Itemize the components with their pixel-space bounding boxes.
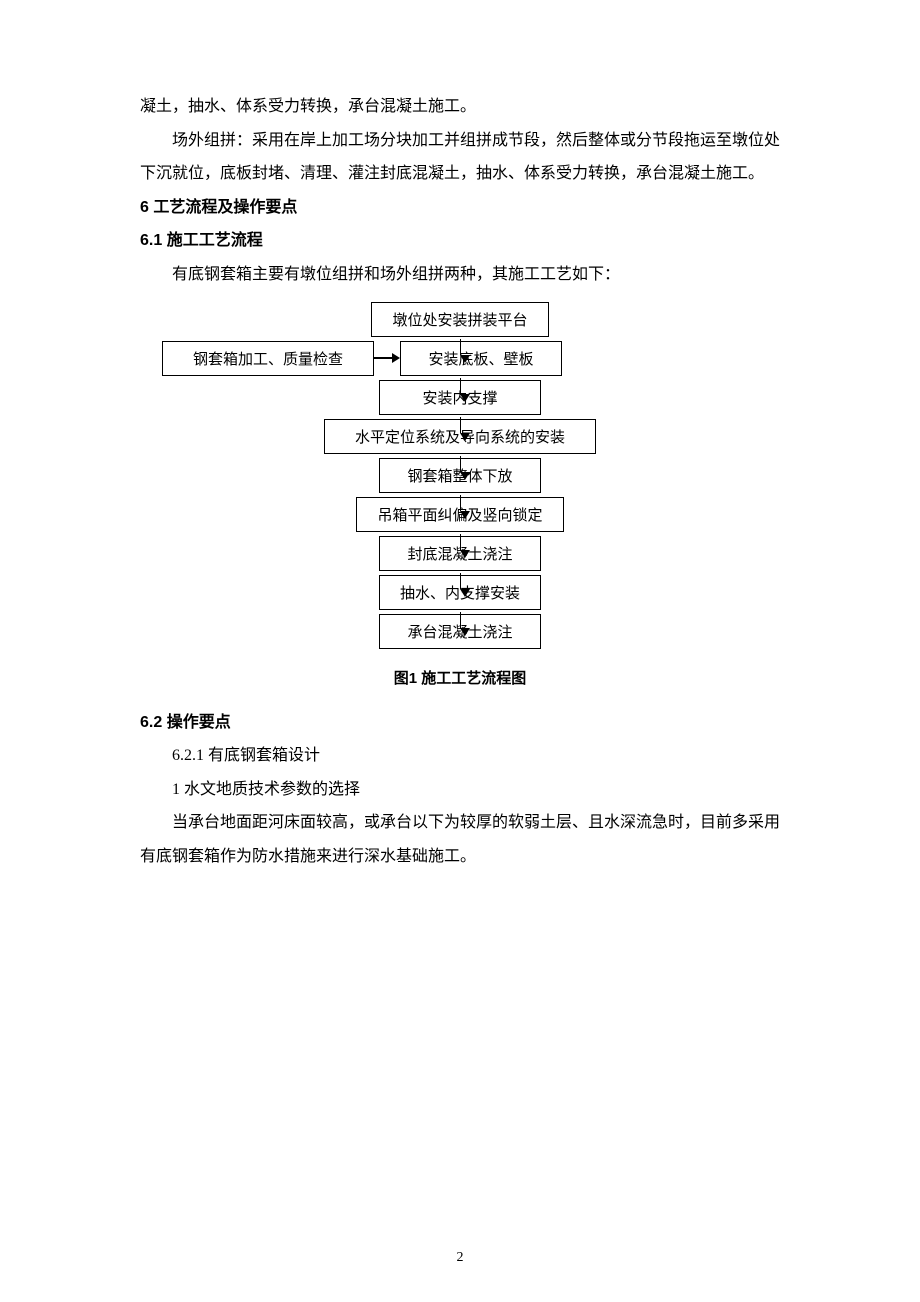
flow-node-1: 安装底板、壁板 bbox=[400, 341, 562, 376]
paragraph-item-1: 1 水文地质技术参数的选择 bbox=[140, 773, 780, 807]
flowchart-container: 墩位处安装拼装平台 钢套箱加工、质量检查 安装底板、壁板 安装内支撑 水平定位系… bbox=[140, 302, 780, 649]
document-page: 凝土，抽水、体系受力转换，承台混凝土施工。 场外组拼：采用在岸上加工场分块加工并… bbox=[0, 0, 920, 1302]
paragraph-flow-intro: 有底钢套箱主要有墩位组拼和场外组拼两种，其施工工艺如下： bbox=[140, 258, 780, 292]
flow-node-0: 墩位处安装拼装平台 bbox=[371, 302, 548, 337]
figure-caption: 图1 施工工艺流程图 bbox=[140, 667, 780, 688]
paragraph-continuation: 凝土，抽水、体系受力转换，承台混凝土施工。 bbox=[140, 90, 780, 124]
arrow-right-icon bbox=[374, 358, 400, 359]
flow-row-0: 墩位处安装拼装平台 bbox=[371, 302, 548, 337]
paragraph-6-2-1: 6.2.1 有底钢套箱设计 bbox=[140, 739, 780, 773]
paragraph-desc: 当承台地面距河床面较高，或承台以下为较厚的软弱土层、且水深流急时，目前多采用有底… bbox=[140, 806, 780, 873]
heading-6-1: 6.1 施工工艺流程 bbox=[140, 224, 780, 258]
heading-6-2: 6.2 操作要点 bbox=[140, 706, 780, 740]
flow-side-node: 钢套箱加工、质量检查 bbox=[162, 341, 374, 376]
heading-6: 6 工艺流程及操作要点 bbox=[140, 191, 780, 225]
paragraph-changwai: 场外组拼：采用在岸上加工场分块加工并组拼成节段，然后整体或分节段拖运至墩位处下沉… bbox=[140, 124, 780, 191]
page-number: 2 bbox=[0, 1250, 920, 1266]
